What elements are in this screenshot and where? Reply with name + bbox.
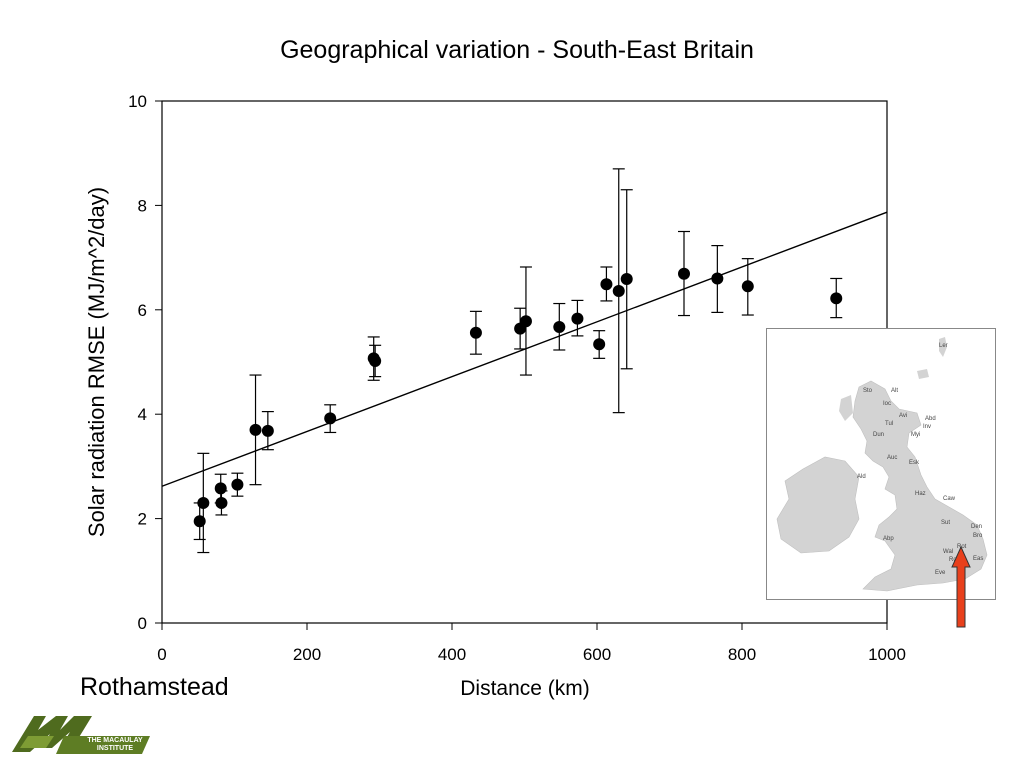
x-tick-label: 400 — [438, 645, 466, 664]
station-label: Den — [971, 524, 982, 530]
uk-map-drawing: Ler Sto Alt Ioc Avi Abd Tul Inv Dun Myi Auc Esk Ald H… — [776, 337, 988, 592]
logo-line-2: INSTITUTE — [96, 745, 134, 752]
station-label: Eas — [973, 556, 983, 562]
data-point — [197, 496, 210, 509]
data-point — [593, 338, 606, 351]
y-tick-label: 10 — [128, 92, 147, 111]
station-label: Dun — [873, 432, 884, 438]
station-label: Alt — [891, 388, 898, 394]
station-label: Caw — [943, 496, 956, 502]
data-point — [711, 272, 724, 285]
hebrides-shape — [839, 395, 853, 421]
data-point — [193, 515, 206, 528]
regression-line — [161, 211, 888, 487]
data-point — [231, 478, 244, 491]
data-point — [469, 326, 482, 339]
shetland-shape — [939, 337, 947, 357]
station-label: Inv — [923, 424, 931, 430]
data-point — [620, 273, 633, 286]
station-label: Haz — [915, 491, 926, 497]
x-tick-label: 800 — [728, 645, 756, 664]
arrow-shape — [951, 545, 971, 628]
x-tick-label: 200 — [293, 645, 321, 664]
data-point — [571, 312, 584, 325]
data-point — [600, 278, 613, 291]
station-label: Myi — [911, 432, 920, 438]
data-points — [193, 267, 843, 528]
station-label: Abd — [925, 416, 936, 422]
station-label: Ler — [939, 343, 948, 349]
station-labels: Ler Sto Alt Ioc Avi Abd Tul Inv Dun Myi Auc Esk Ald H… — [857, 343, 983, 576]
data-point — [612, 285, 625, 298]
uk-station-map: Ler Sto Alt Ioc Avi Abd Tul Inv Dun Myi Auc Esk Ald H… — [766, 328, 996, 600]
data-point — [215, 496, 228, 509]
station-label: Sto — [863, 388, 873, 394]
data-point — [519, 315, 532, 328]
orkney-shape — [917, 369, 929, 379]
x-axis-label: Distance (km) — [460, 677, 590, 700]
data-point — [214, 482, 227, 495]
axes-ticks: 0 200 400 600 800 1000 0 2 4 6 8 10 — [128, 92, 906, 664]
logo-line-1: THE MACAULAY — [87, 737, 143, 744]
rothamstead-arrow-icon — [951, 545, 971, 628]
station-label: Bro — [973, 533, 983, 539]
data-point — [249, 423, 262, 436]
great-britain-shape — [852, 380, 988, 592]
error-bars — [193, 168, 843, 554]
station-label: Eve — [935, 570, 946, 576]
logo-mark — [12, 716, 150, 754]
logo-text: THE MACAULAY INSTITUTE — [84, 737, 146, 753]
y-tick-label: 8 — [138, 196, 147, 215]
station-label: Ro — [949, 557, 957, 563]
data-point — [678, 267, 690, 280]
y-tick-label: 6 — [138, 301, 147, 320]
macaulay-institute-logo: THE MACAULAY INSTITUTE — [12, 712, 156, 756]
y-tick-label: 2 — [138, 510, 147, 529]
chart-title: Geographical variation - South-East Brit… — [280, 36, 754, 64]
station-label: Esk — [909, 460, 920, 466]
station-label: Avi — [899, 413, 907, 419]
station-label: Abp — [883, 536, 894, 542]
ireland-shape — [776, 456, 860, 554]
data-point — [830, 292, 843, 305]
rothamstead-label: Rothamstead — [80, 673, 229, 701]
x-tick-label: 1000 — [868, 645, 906, 664]
station-label: Sut — [941, 520, 950, 526]
station-label: Wal — [943, 549, 953, 555]
trend-line — [161, 211, 888, 487]
y-tick-label: 4 — [138, 405, 147, 424]
data-point — [369, 354, 382, 367]
data-point — [553, 321, 566, 334]
x-tick-label: 0 — [157, 645, 166, 664]
station-label: Auc — [887, 455, 897, 461]
station-label: Ioc — [883, 401, 891, 407]
data-point — [261, 424, 274, 437]
y-tick-label: 0 — [138, 614, 147, 633]
station-label: Rot — [957, 544, 967, 550]
data-point — [741, 280, 754, 293]
data-point — [324, 412, 337, 425]
station-label: Ald — [857, 474, 866, 480]
station-label: Tul — [885, 421, 893, 427]
x-tick-label: 600 — [583, 645, 611, 664]
y-axis-label: Solar radiation RMSE (MJ/m^2/day) — [84, 186, 109, 538]
